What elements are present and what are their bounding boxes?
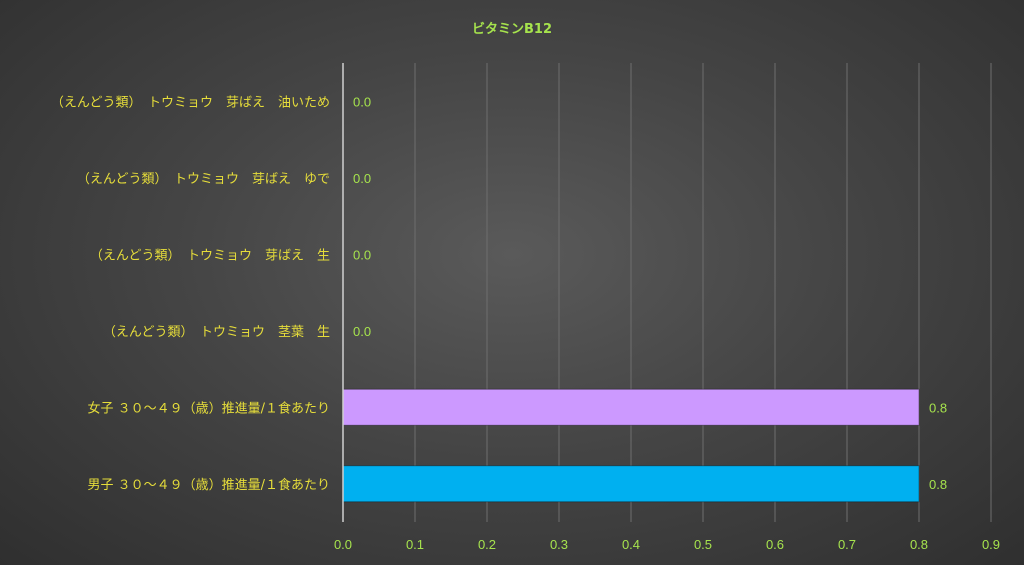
x-tick-label: 0.4 — [622, 537, 640, 552]
x-tick-label: 0.2 — [478, 537, 496, 552]
data-label: 0.8 — [929, 477, 947, 492]
data-label: 0.0 — [353, 324, 371, 339]
x-tick-label: 0.1 — [406, 537, 424, 552]
category-label: （えんどう類） トウミョウ 芽ばえ ゆで — [77, 172, 330, 187]
x-tick-label: 0.0 — [334, 537, 352, 552]
category-label: 男子 ３０～４９（歳）推進量/１食あたり — [87, 477, 330, 493]
data-label: 0.0 — [353, 247, 371, 262]
category-label: （えんどう類） トウミョウ 芽ばえ 生 — [90, 248, 330, 263]
x-tick-label: 0.9 — [982, 537, 1000, 552]
data-labels: 0.0 0.0 0.0 0.0 0.8 0.8 — [353, 94, 947, 492]
chart-title: ビタミンB12 — [472, 21, 552, 37]
bar — [342, 388, 920, 426]
gridlines — [414, 63, 992, 522]
data-label: 0.0 — [353, 94, 371, 109]
category-labels: （えんどう類） トウミョウ 芽ばえ 油いため （えんどう類） トウミョウ 芽ばえ … — [51, 95, 330, 493]
x-tick-label: 0.3 — [550, 537, 568, 552]
x-tick-label: 0.5 — [694, 537, 712, 552]
data-label: 0.8 — [929, 400, 947, 415]
bar — [342, 465, 920, 503]
x-tick-labels: 0.0 0.1 0.2 0.3 0.4 0.5 0.6 0.7 0.8 0.9 — [334, 537, 1000, 552]
x-tick-label: 0.7 — [838, 537, 856, 552]
category-label: 女子 ３０～４９（歳）推進量/１食あたり — [87, 400, 330, 416]
x-tick-label: 0.8 — [910, 537, 928, 552]
category-label: （えんどう類） トウミョウ 芽ばえ 油いため — [51, 95, 330, 110]
x-tick-label: 0.6 — [766, 537, 784, 552]
bars — [342, 388, 920, 503]
category-label: （えんどう類） トウミョウ 茎葉 生 — [103, 325, 330, 340]
data-label: 0.0 — [353, 171, 371, 186]
